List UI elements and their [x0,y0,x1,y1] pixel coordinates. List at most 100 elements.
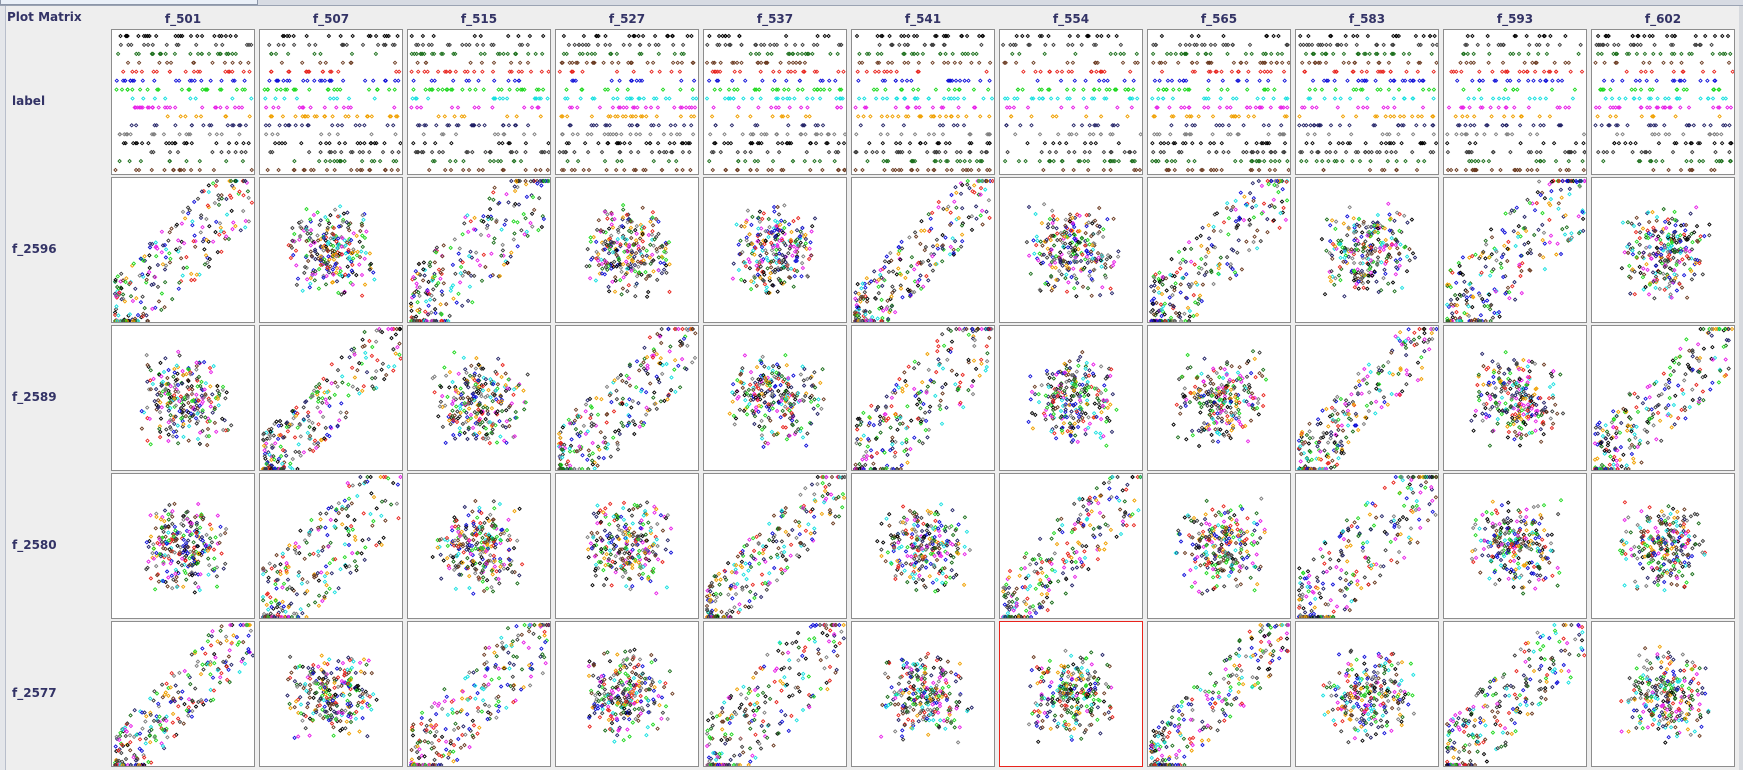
plot-cell-label-f_527[interactable] [555,29,699,175]
plot-cell-label-f_507[interactable] [259,29,403,175]
data-point [1213,69,1218,74]
data-point [343,114,348,119]
data-point [774,252,779,257]
data-point [337,158,343,164]
data-point [1152,283,1157,288]
plot-cell-f_2596-f_554[interactable] [999,177,1143,323]
data-point [159,229,165,235]
data-point [1067,212,1073,217]
data-point [1226,232,1231,237]
data-point [1185,167,1191,173]
data-point [1498,167,1503,173]
data-point [770,114,775,119]
data-point [284,33,290,39]
plot-cell-label-f_593[interactable] [1443,29,1587,175]
data-point [680,140,686,146]
data-point [624,266,630,271]
data-point [1517,167,1523,173]
data-point [725,140,731,146]
data-point [794,255,800,261]
data-point [1279,105,1284,110]
plot-cell-label-f_565[interactable] [1147,29,1291,175]
data-point [334,96,340,101]
data-point [596,33,601,39]
data-point [875,33,880,39]
data-point [1111,216,1116,222]
data-point [1083,114,1089,119]
plot-cell-f_2596-f_541[interactable] [851,177,995,323]
data-point [631,241,636,247]
plot-cell-label-f_583[interactable] [1295,29,1439,175]
data-point [145,318,151,322]
data-point [240,158,246,164]
data-point [1059,232,1065,237]
data-point [923,244,929,250]
plot-cell-label-f_541[interactable] [851,29,995,175]
data-point [627,96,633,101]
data-point [1406,51,1412,57]
data-point [841,69,846,74]
data-point [853,105,858,110]
data-point [812,158,817,164]
data-point [1011,105,1017,110]
data-point [689,33,694,39]
plot-cell-f_2596-f_515[interactable] [407,177,551,323]
plot-cell-f_2596-f_507[interactable] [259,177,403,323]
data-point [415,308,420,313]
plot-cell-label-f_602[interactable] [1591,29,1735,175]
data-point [1219,167,1224,173]
data-point [1314,158,1319,164]
data-point [1054,226,1059,231]
data-point [863,149,869,155]
data-point [1374,114,1380,119]
plot-cell-label-f_554[interactable] [999,29,1143,175]
data-point [1043,42,1048,48]
data-point [1650,33,1655,39]
data-point [425,96,431,101]
data-point [1541,140,1546,146]
data-point [989,96,994,101]
data-point [934,33,939,39]
data-point [128,280,133,286]
data-point [679,60,685,66]
plot-cell-f_2596-f_501[interactable] [111,177,255,323]
data-point [941,60,947,66]
data-point [329,69,334,74]
data-point [286,123,291,128]
data-point [761,211,767,216]
data-point [664,270,669,276]
data-point [576,42,582,48]
plot-cell-label-f_537[interactable] [703,29,847,175]
data-point [864,299,870,304]
data-point [326,221,332,226]
data-point [1253,105,1259,110]
plot-cell-f_2596-f_537[interactable] [703,177,847,323]
data-point [1233,219,1239,224]
data-point [894,69,899,74]
plot-cell-f_2596-f_527[interactable] [555,177,699,323]
data-point [236,105,242,110]
plot-cell-label-f_501[interactable] [111,29,255,175]
data-point [1368,158,1373,164]
data-point [323,214,328,220]
data-point [659,243,665,249]
data-point [1054,114,1059,119]
data-point [771,251,776,257]
data-point [185,205,191,210]
data-point [355,140,360,146]
data-point [318,262,324,268]
plot-cell-label-f_515[interactable] [407,29,551,175]
data-point [354,114,360,119]
data-point [620,202,626,208]
plot-cell-f_2596-f_565[interactable] [1147,177,1291,323]
data-point [1161,87,1166,92]
data-point [1103,275,1109,280]
data-point [673,123,678,128]
data-point [451,296,456,301]
data-point [362,256,367,262]
data-point [755,267,760,272]
data-point [737,33,742,39]
data-point [1160,282,1165,287]
data-point [1388,69,1393,74]
data-point [919,218,924,224]
